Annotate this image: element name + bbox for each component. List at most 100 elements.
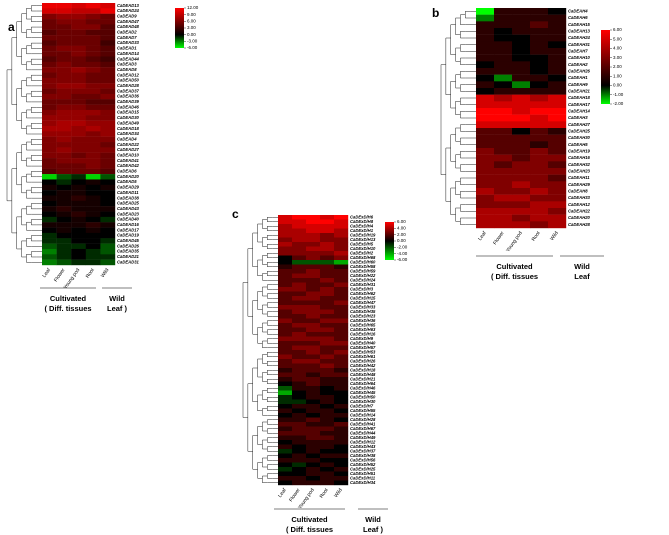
heatmap-cell	[512, 28, 531, 35]
dendrogram	[6, 5, 42, 263]
heatmap-cell	[320, 219, 335, 225]
heatmap-cell	[71, 179, 86, 185]
gene-label: CaDExD/H31	[350, 282, 376, 287]
dendrogram-branch	[267, 361, 273, 366]
dendrogram-branch	[257, 358, 263, 378]
heatmap-cell	[306, 323, 321, 328]
dendrogram-branch	[267, 397, 273, 402]
heatmap-cell	[334, 408, 349, 414]
gene-label: CaDEAD37	[117, 88, 140, 93]
heatmap-cell	[334, 332, 349, 337]
panel-letter: a	[8, 20, 15, 34]
gene-label: CaDEAH12	[568, 202, 591, 207]
dendrogram-branch	[262, 255, 268, 265]
gene-label: CaDEAD38	[117, 195, 140, 200]
gene-label: CaDEAD31	[117, 259, 140, 264]
dendrogram-branch	[267, 419, 273, 425]
heatmap-cell	[494, 101, 513, 109]
heatmap-cell	[530, 221, 549, 229]
gene-label: CaDEAD43	[117, 206, 140, 211]
heatmap-cell	[306, 332, 321, 337]
heatmap-cell	[278, 260, 293, 265]
heatmap-cell	[292, 219, 307, 225]
heatmap-cell	[334, 336, 349, 342]
heatmap-cell	[292, 341, 307, 346]
dendrogram-branch	[26, 109, 32, 119]
heatmap-cell	[56, 120, 72, 127]
group-label: ( Diff. tissues	[286, 525, 333, 534]
gene-label: CaDEAH33	[568, 195, 591, 200]
heatmap-cell	[71, 56, 86, 63]
heatmap-cell	[292, 296, 307, 301]
heatmap-cell	[292, 453, 307, 459]
heatmap-cell	[42, 222, 57, 228]
heatmap-cell	[306, 300, 321, 306]
heatmap-cell	[494, 74, 513, 82]
dendrogram-branch	[460, 71, 466, 79]
heatmap-cell	[512, 214, 531, 222]
dendrogram-branch	[267, 271, 273, 276]
dendrogram-branch	[267, 329, 273, 335]
dendrogram-branch	[460, 217, 466, 225]
heatmap-cell	[512, 161, 531, 169]
heatmap-cell	[530, 61, 549, 69]
dendrogram-branch	[460, 84, 466, 92]
heatmap-cell	[512, 168, 531, 175]
legend-label: 9.00	[187, 12, 196, 17]
heatmap-cell	[71, 19, 86, 25]
heatmap-cell	[306, 309, 321, 315]
heatmap-cell	[71, 120, 86, 127]
heatmap-cell	[85, 125, 101, 132]
dendrogram-branch	[267, 446, 273, 452]
heatmap-cell	[548, 74, 567, 82]
heatmap-cell	[334, 237, 349, 243]
dendrogram-branch	[247, 383, 253, 452]
dendrogram-branch	[267, 370, 273, 375]
gene-label: CaDExD/H21	[350, 376, 376, 381]
heatmap-cell	[85, 136, 101, 143]
dendrogram-branch	[26, 238, 32, 247]
heatmap-cell	[320, 453, 335, 459]
heatmap-cell	[292, 377, 307, 382]
heatmap-cell	[306, 260, 321, 265]
heatmap-cell	[530, 188, 549, 195]
heatmap-cell	[56, 72, 72, 79]
gene-label: CaDExD/H35	[350, 309, 376, 314]
gene-label: CaDEAD9	[117, 13, 137, 18]
heatmap-cell	[292, 291, 307, 297]
heatmap-cell	[530, 154, 549, 162]
heatmap-cell	[278, 215, 293, 220]
heatmap-cell	[100, 232, 116, 239]
dendrogram-branch	[267, 320, 273, 326]
heatmap-cell	[306, 381, 321, 387]
dendrogram-branch	[267, 293, 273, 299]
heatmap-cell	[548, 94, 567, 102]
heatmap-cell	[100, 29, 116, 36]
heatmap-cell	[512, 208, 531, 215]
heatmap-cell	[42, 174, 57, 180]
heatmap-cell	[85, 232, 101, 239]
heatmap-cell	[548, 134, 567, 142]
heatmap-cell	[306, 296, 321, 301]
legend-label: -2.00	[397, 245, 408, 250]
heatmap-cell	[278, 480, 293, 486]
heatmap-cell	[278, 359, 293, 364]
gene-label: CaDExD/H34	[350, 480, 376, 485]
heatmap-cell	[512, 94, 531, 102]
heatmap-cell	[56, 211, 72, 218]
heatmap-cell	[71, 35, 86, 41]
heatmap-cell	[278, 228, 293, 234]
heatmap-cell	[42, 88, 57, 95]
heatmap-cell	[71, 131, 86, 137]
dendrogram-branch	[26, 29, 32, 39]
heatmap-cell	[100, 77, 116, 84]
heatmap-cell	[56, 136, 72, 143]
dendrogram-branch	[31, 90, 37, 97]
gene-label: CaDEAD10	[117, 152, 140, 157]
heatmap-cell	[512, 221, 531, 229]
heatmap-cell	[292, 440, 307, 445]
heatmap-cell	[100, 104, 116, 111]
column-label: Root	[85, 267, 96, 280]
dendrogram-branch	[450, 24, 456, 55]
gene-label: CaDEAD12	[117, 72, 140, 77]
